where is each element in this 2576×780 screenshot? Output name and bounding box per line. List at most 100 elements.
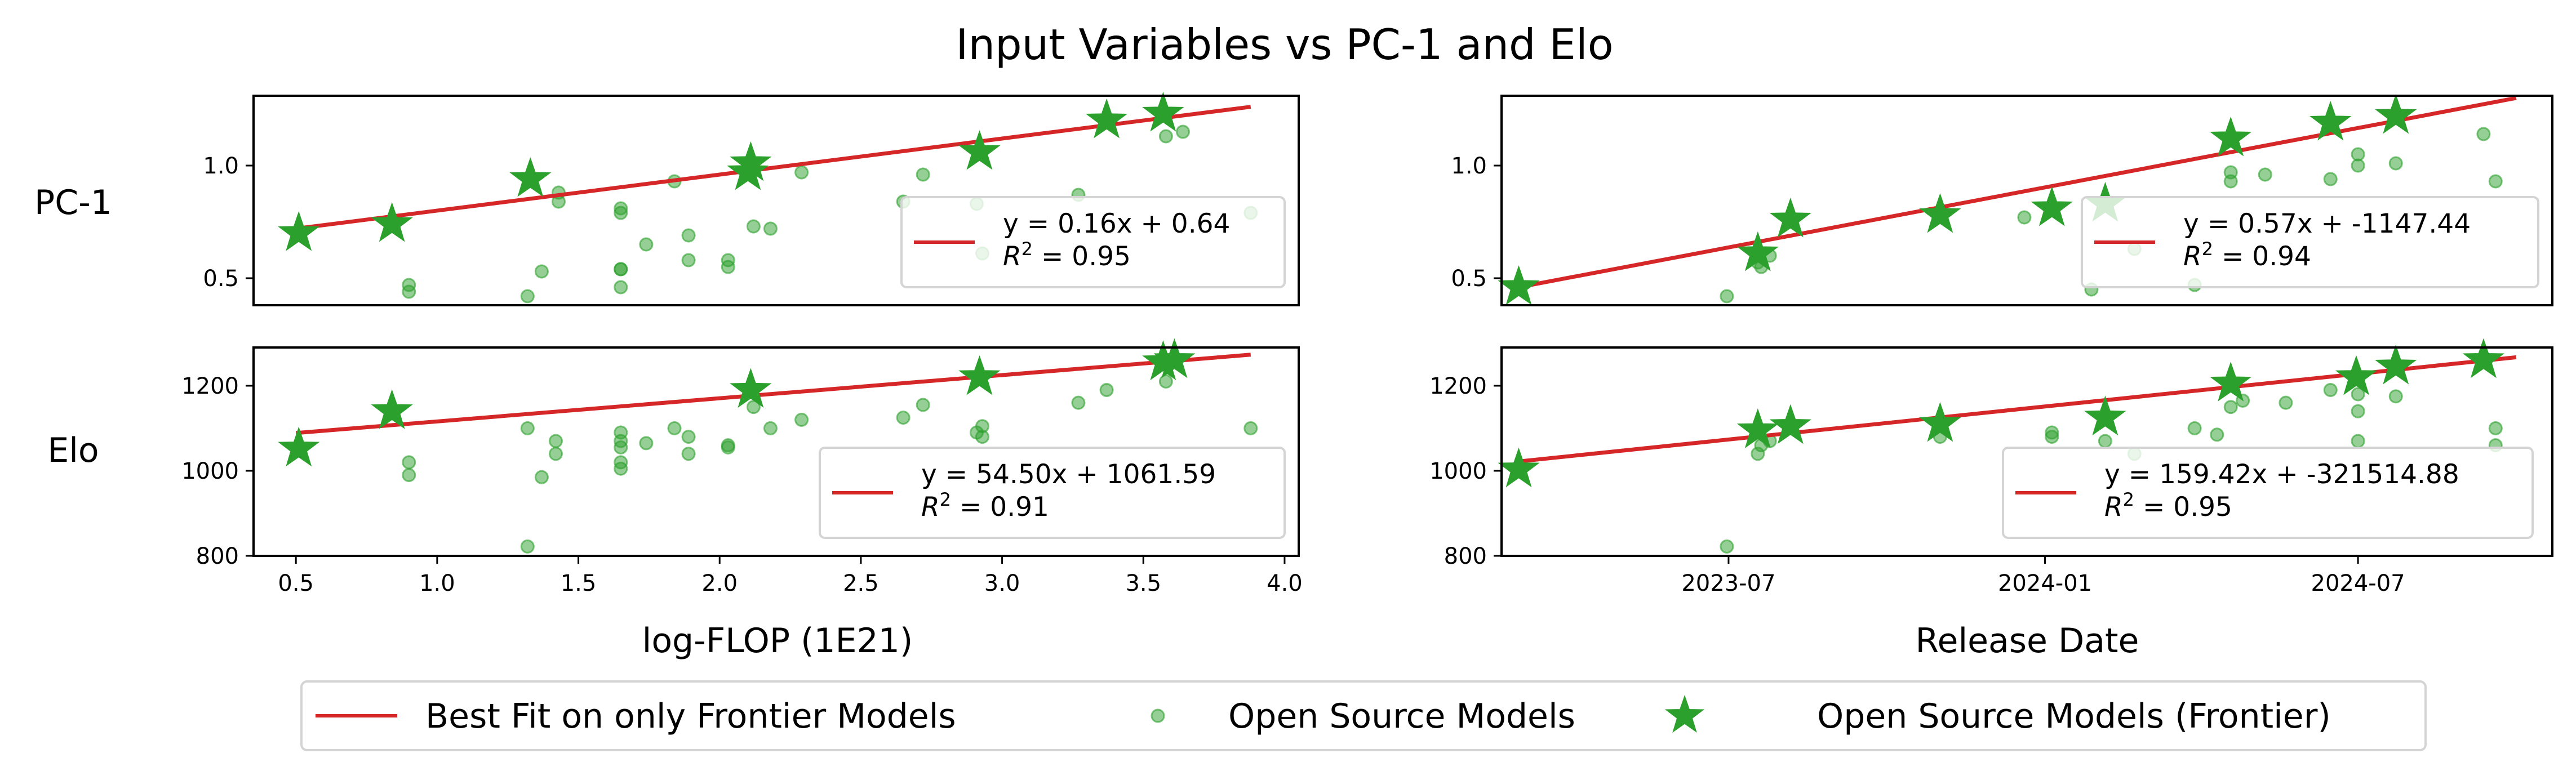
frontier-star-point — [1769, 197, 1811, 238]
open-source-point — [916, 167, 930, 182]
open-source-point — [1720, 289, 1734, 304]
y-tick-label: 0.5 — [1451, 266, 1487, 292]
frontier-star-point — [958, 355, 1001, 395]
open-source-point — [2098, 434, 2112, 448]
open-source-point — [2017, 210, 2032, 225]
row-label-elo: Elo — [47, 431, 99, 470]
frontier-star-point — [2210, 362, 2252, 402]
open-source-point — [1158, 374, 1173, 389]
open-source-point — [534, 264, 549, 279]
x-tick-label: 2.5 — [843, 570, 879, 596]
frontier-star-point — [1919, 402, 1961, 442]
x-tick-label: 1.5 — [561, 570, 597, 596]
open-source-point — [681, 228, 696, 243]
frontier-star-point — [958, 130, 1001, 170]
frontier-star-point — [1736, 408, 1779, 448]
frontier-star-point — [1498, 265, 1540, 305]
y-tick-label: 0.5 — [203, 266, 239, 292]
frontier-star-point — [1769, 404, 1811, 444]
fit-equation-text: y = 54.50x + 1061.59 — [921, 459, 1216, 490]
open-source-point — [667, 421, 682, 435]
open-source-point — [763, 421, 778, 435]
y-tick-label: 1000 — [181, 458, 239, 484]
open-source-point — [2351, 434, 2365, 448]
open-source-point — [2279, 395, 2293, 410]
best-fit-line — [295, 353, 1251, 435]
best-fit-line — [295, 105, 1251, 231]
open-source-point — [794, 165, 809, 180]
open-source-point — [1720, 539, 1734, 554]
fit-r-squared-text: R2 = 0.91 — [921, 489, 1049, 523]
frontier-star-point — [2462, 338, 2504, 378]
figure-title: Input Variables vs PC-1 and Elo — [956, 20, 1613, 69]
open-source-point — [548, 434, 563, 448]
row-label-pc1: PC-1 — [34, 183, 112, 222]
x-tick-label: 2.0 — [701, 570, 738, 596]
open-source-point — [916, 398, 930, 412]
y-tick-label: 1000 — [1429, 458, 1487, 484]
open-source-point — [402, 455, 416, 470]
frontier-star-point — [278, 426, 320, 467]
frontier-star-point — [371, 202, 413, 242]
y-tick-label: 1200 — [1429, 373, 1487, 399]
x-tick-label: 3.0 — [984, 570, 1020, 596]
x-tick-label: 2024-07 — [2311, 570, 2405, 596]
frontier-star-point — [730, 141, 772, 181]
open-source-point — [614, 440, 628, 454]
open-source-point — [2323, 172, 2338, 186]
figure-legend-frame — [300, 680, 2427, 751]
fit-legend-frame — [2002, 447, 2534, 539]
panel-flop-elo: 800 1000 1200 0.5 1.0 1.5 2.0 2.5 3.0 3.5 4.0 y = 5… — [181, 338, 1303, 596]
open-source-point — [2323, 383, 2338, 398]
x-tick-label: 2024-01 — [1998, 570, 2092, 596]
open-source-point — [896, 411, 911, 425]
open-source-point — [794, 412, 809, 427]
open-source-point — [721, 440, 735, 454]
open-source-point — [2223, 174, 2238, 189]
frontier-star-point — [1153, 338, 1196, 378]
frontier-star-point — [2309, 100, 2352, 141]
frontier-star-point — [2335, 355, 2378, 395]
open-source-point — [520, 289, 535, 304]
legend-frontier-star-marker — [1664, 694, 1705, 733]
frontier-star-point — [2031, 186, 2073, 226]
axes-frame — [1500, 346, 2553, 557]
open-source-point — [402, 468, 416, 483]
frontier-star-point — [2210, 116, 2252, 157]
open-source-point — [746, 219, 761, 234]
open-source-point — [548, 447, 563, 461]
open-source-point — [534, 470, 549, 484]
open-source-point — [763, 221, 778, 236]
open-source-point — [1175, 124, 1190, 139]
axes-frame — [252, 95, 1300, 306]
open-source-point — [614, 206, 628, 220]
open-source-point — [520, 539, 535, 554]
open-source-point — [2351, 158, 2365, 173]
fit-r-squared-text: R2 = 0.95 — [1003, 238, 1131, 272]
fit-legend-frame — [900, 196, 1286, 288]
open-source-point — [2045, 430, 2059, 444]
open-source-point — [614, 262, 628, 277]
legend-entry-fit: Best Fit on only Frontier Models — [425, 697, 956, 736]
y-tick-label: 1.0 — [203, 153, 239, 179]
open-source-point — [2476, 127, 2491, 141]
open-source-point — [2210, 427, 2224, 442]
frontier-star-point — [1498, 447, 1540, 488]
open-source-point — [1071, 395, 1086, 410]
fit-r-squared-text: R2 = 0.94 — [2183, 238, 2311, 272]
frontier-star-point — [1919, 193, 1961, 233]
open-source-point — [2351, 387, 2365, 402]
frontier-star-point — [509, 157, 552, 197]
fit-legend-frame — [2081, 196, 2539, 288]
open-source-point — [402, 284, 416, 299]
y-tick-label: 800 — [1444, 543, 1487, 569]
frontier-star-point — [2375, 344, 2417, 385]
open-source-point — [746, 400, 761, 414]
frontier-star-point — [1736, 231, 1779, 271]
x-tick-label: 0.5 — [278, 570, 314, 596]
open-source-point — [681, 253, 696, 268]
